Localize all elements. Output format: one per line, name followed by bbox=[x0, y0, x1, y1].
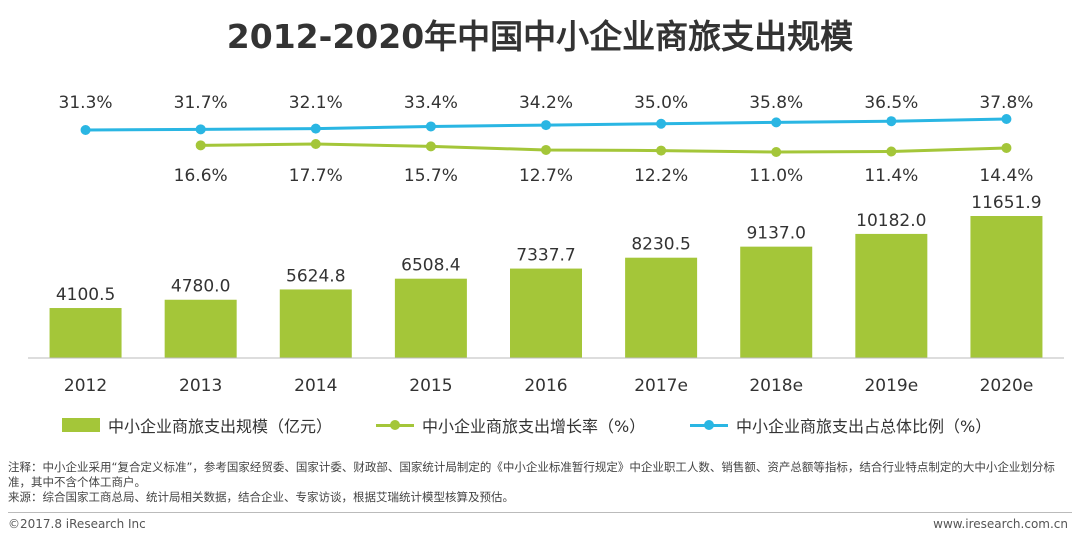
legend-item-share: 中小企业商旅支出占总体比例（%） bbox=[690, 412, 991, 438]
chart: 4100.5 4780.0 5624.8 6508.4 7337.7 8230.5 9137… bbox=[28, 93, 1064, 396]
legend-label-bar: 中小企业商旅支出规模（亿元） bbox=[108, 417, 333, 436]
source-text: 来源：综合国家工商总局、统计局相关数据，结合企业、专家访谈，根据艾瑞统计模型核算… bbox=[8, 490, 514, 504]
share-point-2018e bbox=[771, 117, 782, 128]
bar-label-2020e: 11651.9 bbox=[971, 193, 1041, 213]
bar-2018e bbox=[740, 246, 813, 358]
x-tick-2012: 2012 bbox=[64, 376, 107, 396]
growth-point-2018e bbox=[771, 147, 782, 157]
bar-label-2014: 5624.8 bbox=[286, 266, 345, 286]
legend-share-swatch bbox=[690, 418, 728, 432]
bar-label-2017e: 8230.5 bbox=[631, 235, 690, 255]
legend-label-share: 中小企业商旅支出占总体比例（%） bbox=[736, 417, 992, 436]
bar-2017e bbox=[625, 257, 698, 358]
bar-label-2012: 4100.5 bbox=[56, 285, 115, 305]
legend-item-bar: 中小企业商旅支出规模（亿元） bbox=[62, 412, 332, 438]
bar-2013 bbox=[164, 299, 237, 358]
copyright: ©2017.8 iResearch Inc bbox=[8, 517, 146, 531]
growth-label-2017e: 12.2% bbox=[634, 166, 688, 186]
x-tick-2016: 2016 bbox=[524, 376, 567, 396]
growth-line-series: 16.6% 17.7% 15.7% 12.7% 12.2% 11.0% 11.4% 14.4% bbox=[174, 139, 1033, 186]
share-label-2015: 33.4% bbox=[404, 93, 458, 113]
x-tick-labels: 2012 2013 2014 2015 2016 2017e 2018e 2019e 2020e bbox=[64, 376, 1033, 396]
bar-2019e bbox=[855, 233, 928, 358]
growth-point-2014 bbox=[310, 139, 321, 149]
legend-growth-swatch bbox=[376, 418, 414, 432]
share-label-2014: 32.1% bbox=[289, 93, 343, 113]
x-tick-2013: 2013 bbox=[179, 376, 222, 396]
bar-2012 bbox=[49, 308, 122, 358]
growth-point-2017e bbox=[656, 145, 667, 156]
bar-2016 bbox=[510, 268, 582, 358]
share-point-2019e bbox=[886, 116, 897, 127]
share-line-series: 31.3% 31.7% 32.1% 33.4% 34.2% 35.0% 35.8% 36.5%… bbox=[59, 93, 1033, 135]
share-label-2018e: 35.8% bbox=[749, 93, 803, 113]
share-point-2020e bbox=[1001, 114, 1012, 124]
bar-label-2018e: 9137.0 bbox=[746, 224, 805, 244]
share-label-2020e: 37.8% bbox=[979, 93, 1033, 113]
chart-title: 2012-2020年中国中小企业商旅支出规模 bbox=[226, 17, 854, 56]
legend-bar-swatch bbox=[62, 418, 100, 432]
share-point-2012 bbox=[80, 125, 91, 135]
growth-label-2019e: 11.4% bbox=[864, 166, 918, 186]
share-label-2017e: 35.0% bbox=[634, 93, 688, 113]
x-tick-2014: 2014 bbox=[294, 376, 337, 396]
x-tick-2017e: 2017e bbox=[634, 376, 688, 396]
bar-2015 bbox=[394, 278, 467, 358]
growth-line bbox=[200, 142, 1007, 154]
legend-label-growth: 中小企业商旅支出增长率（%） bbox=[422, 417, 646, 436]
growth-label-2014: 17.7% bbox=[289, 166, 343, 186]
bar-label-2013: 4780.0 bbox=[171, 277, 230, 297]
bar-label-2019e: 10182.0 bbox=[856, 211, 926, 231]
share-point-2015 bbox=[425, 121, 436, 132]
bar-value-labels: 4100.5 4780.0 5624.8 6508.4 7337.7 8230.5 9137… bbox=[56, 193, 1042, 305]
growth-point-2016 bbox=[541, 144, 551, 155]
legend: 中小企业商旅支出规模（亿元） 中小企业商旅支出增长率（%） 中小企业商旅支出占总… bbox=[0, 412, 1080, 438]
growth-label-2020e: 14.4% bbox=[979, 166, 1033, 186]
x-tick-2019e: 2019e bbox=[864, 376, 918, 396]
share-point-2016 bbox=[541, 120, 551, 131]
legend-item-growth: 中小企业商旅支出增长率（%） bbox=[376, 412, 645, 438]
share-label-2019e: 36.5% bbox=[864, 93, 918, 113]
bar-2020e bbox=[970, 216, 1043, 358]
growth-point-2015 bbox=[425, 141, 436, 152]
growth-label-2015: 15.7% bbox=[404, 166, 458, 186]
share-point-2017e bbox=[656, 118, 667, 129]
share-label-2016: 34.2% bbox=[519, 93, 573, 113]
share-label-2013: 31.7% bbox=[174, 93, 228, 113]
footer-divider bbox=[8, 512, 1072, 513]
growth-label-2018e: 11.0% bbox=[749, 166, 803, 186]
x-tick-2015: 2015 bbox=[409, 376, 452, 396]
bar-series bbox=[49, 216, 1043, 358]
bar-label-2016: 7337.7 bbox=[516, 246, 575, 266]
share-point-2013 bbox=[195, 124, 206, 135]
growth-point-2019e bbox=[886, 146, 897, 157]
share-label-2012: 31.3% bbox=[59, 93, 113, 113]
notes: 注释：中小企业采用“复合定义标准”，参考国家经贸委、国家计委、财政部、国家统计局… bbox=[8, 460, 1076, 505]
bar-2014 bbox=[279, 289, 352, 358]
bar-label-2015: 6508.4 bbox=[401, 256, 460, 276]
growth-point-2020e bbox=[1001, 142, 1012, 153]
growth-point-2013 bbox=[195, 140, 206, 151]
growth-label-2016: 12.7% bbox=[519, 166, 573, 186]
x-tick-2018e: 2018e bbox=[749, 376, 803, 396]
note-text: 注释：中小企业采用“复合定义标准”，参考国家经贸委、国家计委、财政部、国家统计局… bbox=[8, 460, 1055, 489]
growth-label-2013: 16.6% bbox=[174, 166, 228, 186]
website: www.iresearch.com.cn bbox=[933, 517, 1068, 531]
x-tick-2020e: 2020e bbox=[980, 376, 1034, 396]
share-point-2014 bbox=[310, 123, 321, 134]
